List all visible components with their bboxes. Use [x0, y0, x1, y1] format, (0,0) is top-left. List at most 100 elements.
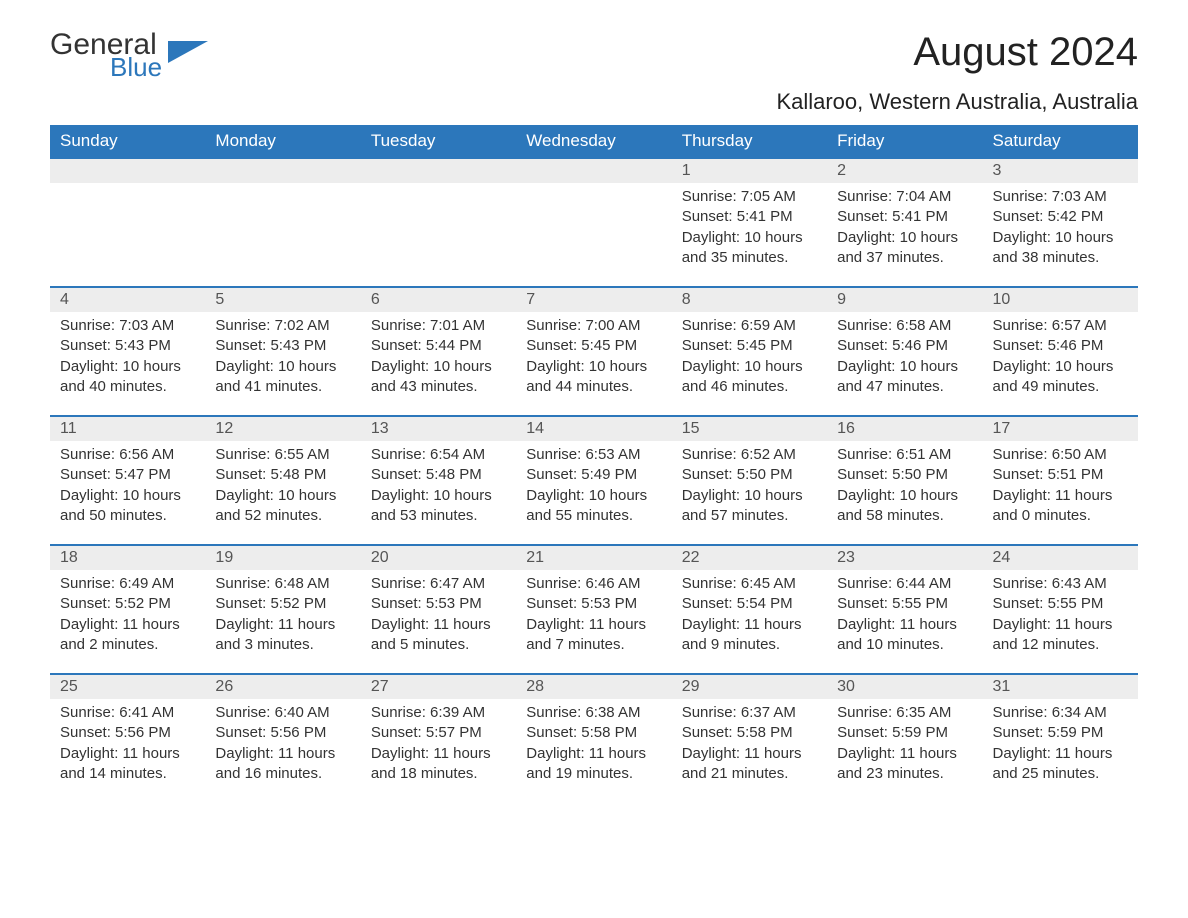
- day-number-cell: 8: [672, 287, 827, 312]
- day-number-cell: 13: [361, 416, 516, 441]
- daylight-line2: and 0 minutes.: [993, 506, 1128, 526]
- sunset-text: Sunset: 5:41 PM: [837, 207, 972, 227]
- day-number-cell: 27: [361, 674, 516, 699]
- day-detail-cell: Sunrise: 6:50 AMSunset: 5:51 PMDaylight:…: [983, 441, 1138, 545]
- daylight-line1: Daylight: 11 hours: [682, 615, 817, 635]
- sunset-text: Sunset: 5:50 PM: [837, 465, 972, 485]
- title-block: August 2024 Kallaroo, Western Australia,…: [776, 30, 1138, 115]
- day-number-cell: 18: [50, 545, 205, 570]
- sunrise-text: Sunrise: 6:39 AM: [371, 703, 506, 723]
- weekday-header: Monday: [205, 125, 360, 158]
- sunrise-text: Sunrise: 6:38 AM: [526, 703, 661, 723]
- daylight-line2: and 5 minutes.: [371, 635, 506, 655]
- day-detail-cell: [205, 183, 360, 287]
- day-detail-cell: Sunrise: 6:40 AMSunset: 5:56 PMDaylight:…: [205, 699, 360, 802]
- sunrise-text: Sunrise: 6:53 AM: [526, 445, 661, 465]
- sunset-text: Sunset: 5:45 PM: [526, 336, 661, 356]
- sunset-text: Sunset: 5:54 PM: [682, 594, 817, 614]
- day-number-cell: 5: [205, 287, 360, 312]
- day-detail-cell: Sunrise: 7:01 AMSunset: 5:44 PMDaylight:…: [361, 312, 516, 416]
- calendar-body: 123 Sunrise: 7:05 AMSunset: 5:41 PMDayli…: [50, 158, 1138, 802]
- day-detail-cell: Sunrise: 6:49 AMSunset: 5:52 PMDaylight:…: [50, 570, 205, 674]
- day-number-row: 18192021222324: [50, 545, 1138, 570]
- daylight-line2: and 35 minutes.: [682, 248, 817, 268]
- sunset-text: Sunset: 5:44 PM: [371, 336, 506, 356]
- daylight-line2: and 52 minutes.: [215, 506, 350, 526]
- day-number-cell: 16: [827, 416, 982, 441]
- daylight-line1: Daylight: 10 hours: [215, 357, 350, 377]
- sunset-text: Sunset: 5:59 PM: [837, 723, 972, 743]
- day-number-cell: [516, 158, 671, 183]
- sunrise-text: Sunrise: 6:56 AM: [60, 445, 195, 465]
- sunrise-text: Sunrise: 6:43 AM: [993, 574, 1128, 594]
- sunset-text: Sunset: 5:58 PM: [526, 723, 661, 743]
- day-detail-cell: Sunrise: 7:04 AMSunset: 5:41 PMDaylight:…: [827, 183, 982, 287]
- daylight-line1: Daylight: 11 hours: [993, 615, 1128, 635]
- day-detail-row: Sunrise: 6:49 AMSunset: 5:52 PMDaylight:…: [50, 570, 1138, 674]
- day-detail-cell: Sunrise: 6:57 AMSunset: 5:46 PMDaylight:…: [983, 312, 1138, 416]
- day-number-cell: 19: [205, 545, 360, 570]
- sunrise-text: Sunrise: 6:41 AM: [60, 703, 195, 723]
- day-number-row: 123: [50, 158, 1138, 183]
- sunset-text: Sunset: 5:55 PM: [993, 594, 1128, 614]
- daylight-line1: Daylight: 11 hours: [215, 744, 350, 764]
- sunrise-text: Sunrise: 6:35 AM: [837, 703, 972, 723]
- sunrise-text: Sunrise: 7:01 AM: [371, 316, 506, 336]
- daylight-line1: Daylight: 10 hours: [60, 486, 195, 506]
- daylight-line1: Daylight: 10 hours: [837, 486, 972, 506]
- day-number-cell: 9: [827, 287, 982, 312]
- sunrise-text: Sunrise: 7:02 AM: [215, 316, 350, 336]
- day-detail-row: Sunrise: 6:41 AMSunset: 5:56 PM Daylight:…: [50, 699, 1138, 802]
- daylight-line2: and 47 minutes.: [837, 377, 972, 397]
- daylight-line1: Daylight: 11 hours: [526, 615, 661, 635]
- sunrise-text: Sunrise: 7:03 AM: [60, 316, 195, 336]
- day-number-cell: 12: [205, 416, 360, 441]
- daylight-line1: Daylight: 10 hours: [993, 357, 1128, 377]
- sunset-text: Sunset: 5:41 PM: [682, 207, 817, 227]
- day-number-cell: 17: [983, 416, 1138, 441]
- daylight-line2: and 7 minutes.: [526, 635, 661, 655]
- daylight-line1: Daylight: 10 hours: [215, 486, 350, 506]
- daylight-line1: Daylight: 10 hours: [526, 357, 661, 377]
- day-detail-cell: Sunrise: 6:51 AMSunset: 5:50 PMDaylight:…: [827, 441, 982, 545]
- sunrise-text: Sunrise: 6:45 AM: [682, 574, 817, 594]
- daylight-line2: and 23 minutes.: [837, 764, 972, 784]
- daylight-line2: and 49 minutes.: [993, 377, 1128, 397]
- daylight-line2: and 37 minutes.: [837, 248, 972, 268]
- day-number-cell: [361, 158, 516, 183]
- sunrise-text: Sunrise: 7:04 AM: [837, 187, 972, 207]
- sunrise-text: Sunrise: 6:57 AM: [993, 316, 1128, 336]
- day-detail-row: Sunrise: 7:05 AMSunset: 5:41 PMDaylight:…: [50, 183, 1138, 287]
- daylight-line2: and 55 minutes.: [526, 506, 661, 526]
- daylight-line2: and 25 minutes.: [993, 764, 1128, 784]
- day-detail-cell: Sunrise: 6:43 AMSunset: 5:55 PMDaylight:…: [983, 570, 1138, 674]
- day-detail-cell: Sunrise: 6:45 AMSunset: 5:54 PMDaylight:…: [672, 570, 827, 674]
- day-number-cell: 30: [827, 674, 982, 699]
- logo: General Blue: [50, 30, 208, 80]
- daylight-line1: Daylight: 10 hours: [682, 228, 817, 248]
- day-detail-cell: Sunrise: 6:53 AMSunset: 5:49 PMDaylight:…: [516, 441, 671, 545]
- daylight-line2: and 2 minutes.: [60, 635, 195, 655]
- sunset-text: Sunset: 5:56 PM: [60, 723, 195, 743]
- day-number-cell: 1: [672, 158, 827, 183]
- daylight-line2: and 3 minutes.: [215, 635, 350, 655]
- sunrise-text: Sunrise: 7:05 AM: [682, 187, 817, 207]
- day-detail-cell: Sunrise: 6:41 AMSunset: 5:56 PMDaylight:…: [50, 699, 205, 802]
- day-detail-cell: Sunrise: 7:03 AMSunset: 5:43 PMDaylight:…: [50, 312, 205, 416]
- sunset-text: Sunset: 5:51 PM: [993, 465, 1128, 485]
- day-detail-cell: [361, 183, 516, 287]
- day-number-cell: 26: [205, 674, 360, 699]
- sunrise-text: Sunrise: 7:00 AM: [526, 316, 661, 336]
- daylight-line1: Daylight: 11 hours: [526, 744, 661, 764]
- sunset-text: Sunset: 5:46 PM: [837, 336, 972, 356]
- day-number-cell: 15: [672, 416, 827, 441]
- day-detail-cell: Sunrise: 7:03 AMSunset: 5:42 PMDaylight:…: [983, 183, 1138, 287]
- sunset-text: Sunset: 5:52 PM: [60, 594, 195, 614]
- weekday-header-row: SundayMondayTuesdayWednesdayThursdayFrid…: [50, 125, 1138, 158]
- daylight-line1: Daylight: 10 hours: [993, 228, 1128, 248]
- day-number-cell: 11: [50, 416, 205, 441]
- day-detail-cell: Sunrise: 6:58 AMSunset: 5:46 PMDaylight:…: [827, 312, 982, 416]
- day-detail-cell: Sunrise: 6:52 AMSunset: 5:50 PMDaylight:…: [672, 441, 827, 545]
- sunset-text: Sunset: 5:43 PM: [60, 336, 195, 356]
- sunset-text: Sunset: 5:58 PM: [682, 723, 817, 743]
